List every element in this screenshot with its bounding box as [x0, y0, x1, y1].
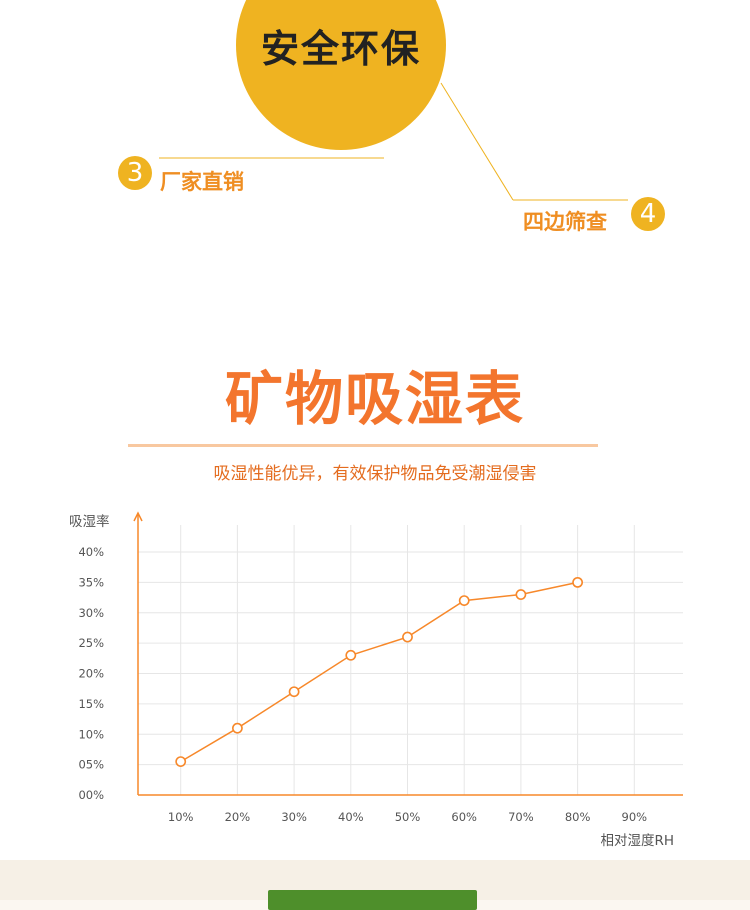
x-tick-label: 50% [395, 810, 421, 824]
data-point [458, 595, 470, 606]
data-point [175, 756, 187, 767]
section-subtitle: 吸湿性能优异，有效保护物品免受潮湿侵害 [213, 464, 537, 484]
bottom-button[interactable] [268, 890, 477, 910]
x-tick-label: 30% [281, 810, 307, 824]
y-tick-label: 00% [78, 788, 104, 802]
data-point [288, 686, 300, 698]
y-tick-label: 25% [78, 636, 104, 650]
data-point [515, 589, 527, 600]
y-axis-arrow [133, 511, 143, 522]
feature-3-label: 厂家直销 [160, 170, 244, 194]
y-tick-label: 35% [78, 575, 104, 589]
title-divider [128, 444, 598, 447]
y-tick-label: 15% [78, 697, 104, 711]
y-tick-label: 20% [78, 667, 104, 681]
y-tick-label: 40% [78, 545, 104, 559]
chart-svg: 00% 05% 10% 15% 20% 25% 30% 35% 40% 10% 20% 30% 40% 5… [69, 511, 683, 849]
x-tick-label: 60% [451, 810, 477, 824]
data-point [231, 722, 243, 734]
data-point [402, 631, 413, 643]
x-tick-label: 40% [338, 810, 364, 824]
feature-main-label: 安全环保 [260, 27, 421, 71]
x-axis-label: 相对湿度RH [600, 833, 674, 849]
x-tick-label: 70% [508, 810, 534, 824]
y-tick-label: 30% [78, 606, 104, 620]
feature-4-badge: 4 [631, 197, 665, 231]
x-tick-label: 80% [565, 810, 591, 824]
y-axis-label: 吸湿率 [69, 513, 110, 530]
feature-4-label: 四边筛查 [523, 210, 607, 234]
x-tick-label: 90% [622, 810, 648, 824]
y-tick-label: 05% [78, 758, 104, 772]
series-line [180, 581, 578, 763]
data-point [572, 576, 583, 588]
x-tick-label: 20% [225, 810, 251, 824]
section-title: 矿物吸湿表 [224, 365, 525, 433]
feature-3-badge: 3 [118, 156, 152, 190]
feature-connector-lines [159, 82, 628, 201]
y-tick-label: 10% [78, 727, 104, 741]
moisture-chart: 00% 05% 10% 15% 20% 25% 30% 35% 40% 10% 20% 30% 40% 5… [0, 500, 750, 860]
x-tick-label: 10% [168, 810, 194, 824]
data-point [345, 649, 357, 661]
